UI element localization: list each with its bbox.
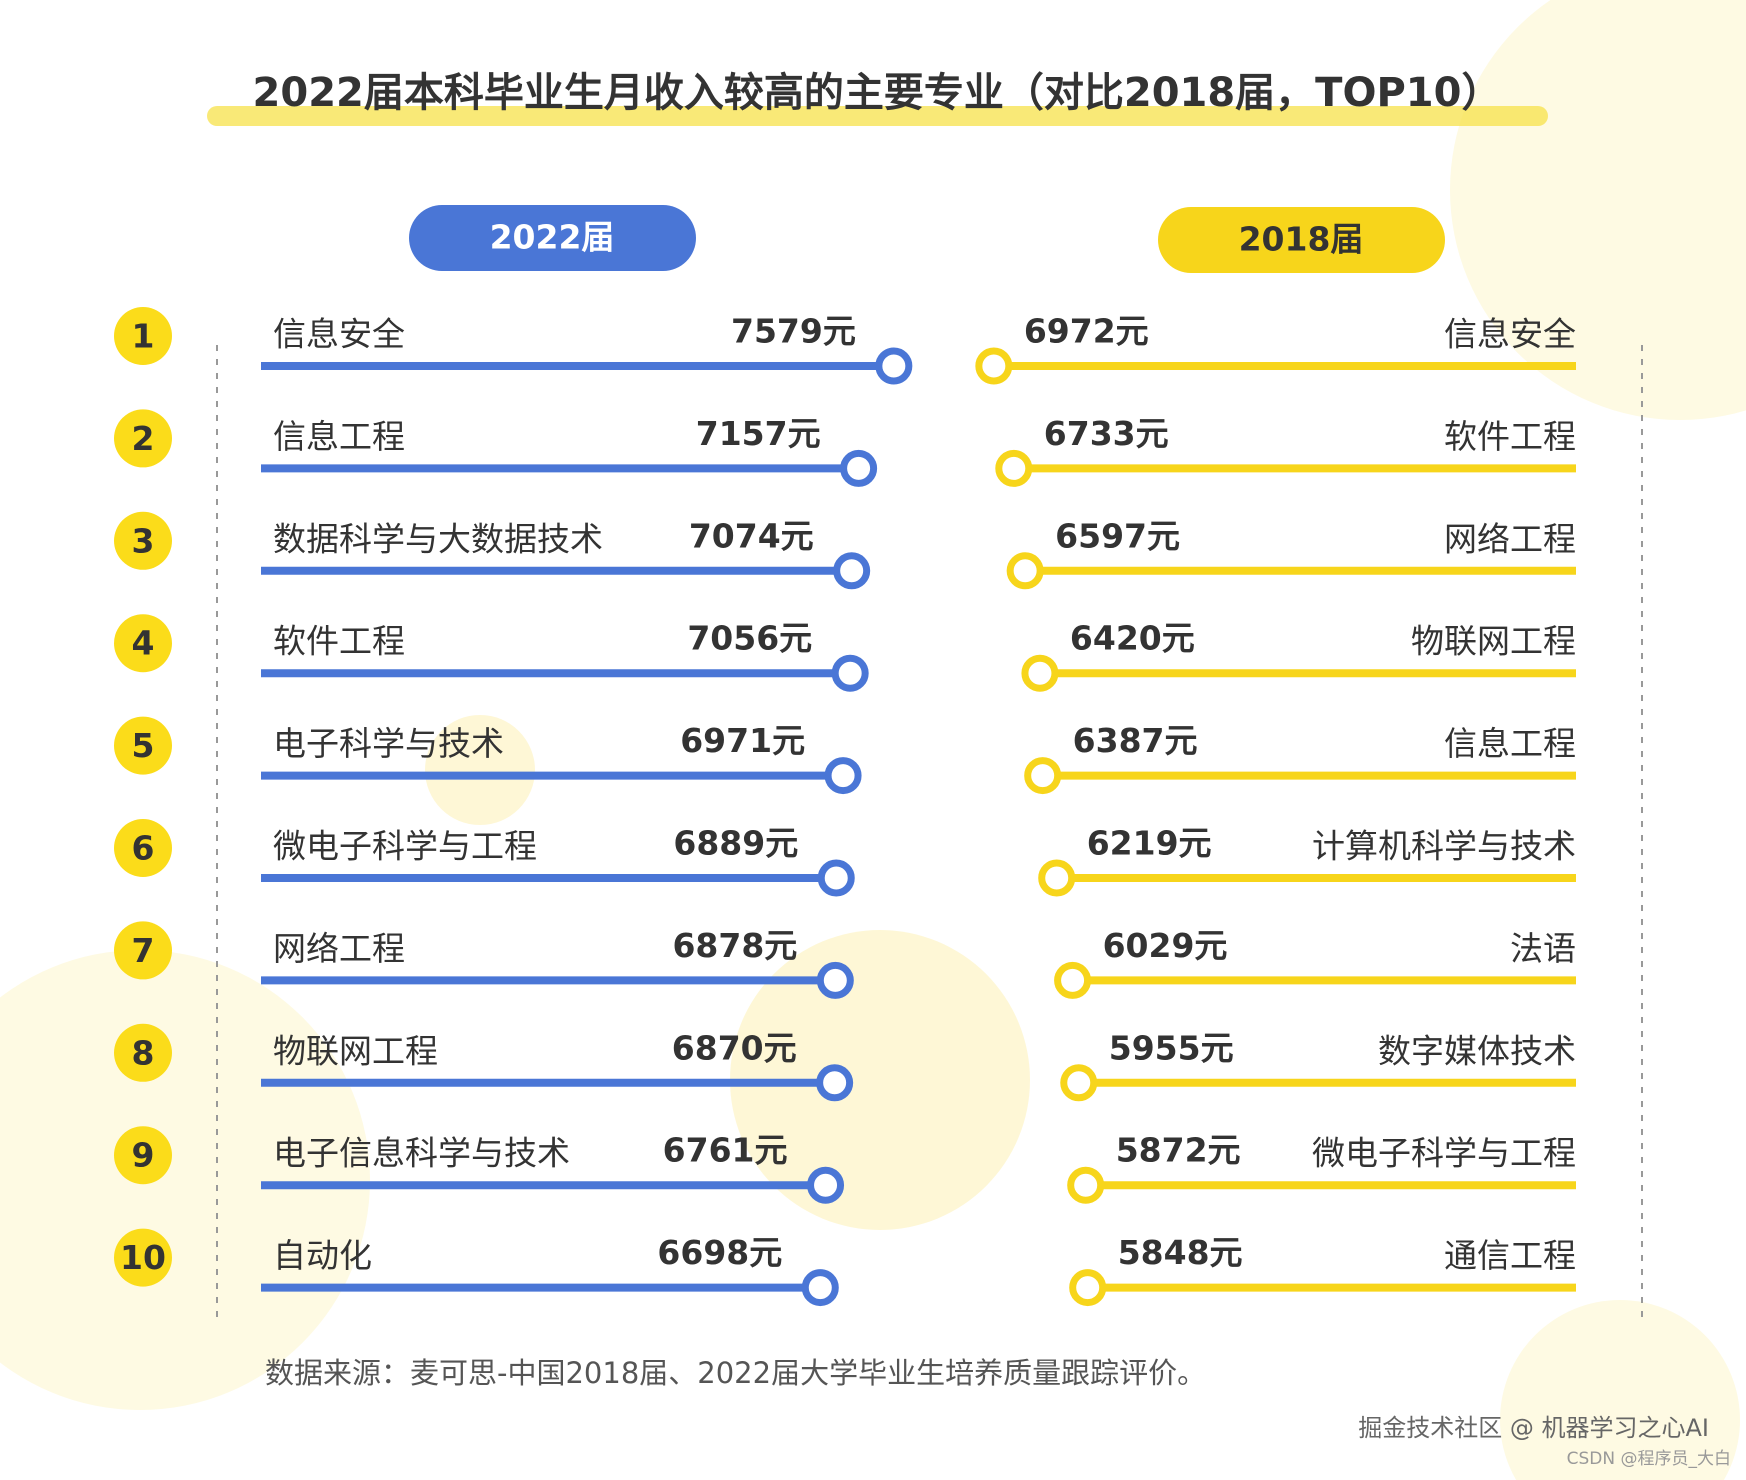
category-label: 数字媒体技术 bbox=[1378, 1031, 1576, 1070]
category-label: 物联网工程 bbox=[1411, 622, 1576, 661]
category-label: 软件工程 bbox=[1444, 417, 1576, 456]
rank-badge bbox=[114, 819, 172, 877]
bar-end bbox=[1038, 859, 1076, 897]
rank-label: 8 bbox=[132, 1033, 155, 1072]
bar-end bbox=[995, 449, 1033, 487]
value-label: 6219元 bbox=[1087, 824, 1212, 863]
title: 2022届本科毕业生月收入较高的主要专业（对比2018届，TOP10） bbox=[253, 70, 1502, 116]
category-label: 信息工程 bbox=[1444, 724, 1576, 763]
bar-end bbox=[817, 859, 855, 897]
bar-end bbox=[824, 757, 862, 795]
rank-label: 4 bbox=[132, 624, 155, 663]
value-label: 6972元 bbox=[1024, 312, 1149, 351]
rank-badge bbox=[114, 1126, 172, 1185]
category-label: 数据科学与大数据技术 bbox=[273, 519, 603, 558]
rank-label: 7 bbox=[132, 931, 155, 970]
series-title: 2018届 bbox=[1239, 220, 1364, 259]
bar-end bbox=[801, 1269, 839, 1307]
rank-badge bbox=[114, 716, 172, 775]
category-label: 信息工程 bbox=[273, 417, 405, 456]
category-label: 微电子科学与工程 bbox=[1312, 1134, 1576, 1173]
value-label: 6698元 bbox=[657, 1233, 782, 1272]
category-label: 电子信息科学与技术 bbox=[273, 1134, 570, 1173]
bar-end bbox=[1060, 1064, 1098, 1102]
category-label: 通信工程 bbox=[1444, 1236, 1576, 1275]
rank-badge bbox=[114, 1023, 172, 1082]
rank-label: 10 bbox=[120, 1238, 166, 1277]
watermark: 掘金技术社区 @ 机器学习之心AI bbox=[1358, 1414, 1709, 1442]
series-title: 2022届 bbox=[490, 218, 615, 257]
value-label: 6733元 bbox=[1044, 414, 1169, 453]
category-label: 微电子科学与工程 bbox=[273, 827, 537, 866]
value-label: 6889元 bbox=[673, 824, 798, 863]
bar-end bbox=[807, 1166, 845, 1204]
value-label: 5848元 bbox=[1118, 1233, 1243, 1272]
bar-end bbox=[840, 449, 878, 487]
value-label: 7579元 bbox=[731, 312, 856, 351]
bar-end bbox=[831, 654, 869, 692]
bar-end bbox=[816, 1064, 854, 1102]
value-label: 6597元 bbox=[1055, 516, 1180, 555]
rank-label: 5 bbox=[132, 726, 155, 765]
value-label: 7074元 bbox=[689, 516, 814, 555]
rank-badge bbox=[114, 409, 172, 468]
category-label: 网络工程 bbox=[1444, 519, 1576, 558]
category-label: 电子科学与技术 bbox=[273, 724, 504, 763]
rank-label: 2 bbox=[132, 419, 155, 458]
bar-end bbox=[1024, 757, 1062, 795]
category-label: 信息安全 bbox=[1444, 315, 1576, 354]
value-label: 6387元 bbox=[1073, 721, 1198, 760]
rank-badge bbox=[114, 1228, 172, 1287]
rank-label: 3 bbox=[132, 521, 155, 560]
watermark: CSDN @程序员_大白 bbox=[1567, 1449, 1731, 1469]
category-label: 软件工程 bbox=[273, 622, 405, 661]
category-label: 计算机科学与技术 bbox=[1312, 827, 1576, 866]
series-pill bbox=[1158, 207, 1445, 273]
value-label: 6878元 bbox=[672, 926, 797, 965]
bar-end bbox=[1021, 654, 1059, 692]
rank-badge bbox=[114, 307, 172, 365]
bar-end bbox=[1067, 1166, 1105, 1204]
rank-label: 6 bbox=[132, 829, 155, 868]
category-label: 法语 bbox=[1510, 929, 1576, 968]
bar-end bbox=[816, 961, 854, 999]
rank-label: 1 bbox=[132, 317, 155, 356]
value-label: 5955元 bbox=[1109, 1028, 1234, 1067]
bar-end bbox=[1054, 961, 1092, 999]
category-label: 网络工程 bbox=[273, 929, 405, 968]
value-label: 6420元 bbox=[1070, 619, 1195, 658]
value-label: 5872元 bbox=[1116, 1131, 1241, 1170]
value-label: 7056元 bbox=[687, 619, 812, 658]
bar-end bbox=[833, 552, 871, 590]
bar-end bbox=[1006, 552, 1044, 590]
value-label: 6870元 bbox=[672, 1028, 797, 1067]
category-label: 自动化 bbox=[273, 1236, 372, 1275]
rank-badge bbox=[114, 614, 172, 673]
title-highlight bbox=[207, 106, 1548, 126]
rank-badge bbox=[114, 511, 172, 570]
bar-end bbox=[975, 347, 1013, 385]
series-pill bbox=[409, 205, 696, 271]
category-label: 信息安全 bbox=[273, 315, 405, 354]
value-label: 6761元 bbox=[663, 1131, 788, 1170]
source-note: 数据来源：麦可思-中国2018届、2022届大学毕业生培养质量跟踪评价。 bbox=[265, 1356, 1206, 1390]
rank-label: 9 bbox=[132, 1136, 155, 1175]
value-label: 7157元 bbox=[696, 414, 821, 453]
value-label: 6971元 bbox=[680, 721, 805, 760]
bar-end bbox=[1069, 1269, 1107, 1307]
category-label: 物联网工程 bbox=[273, 1031, 438, 1070]
value-label: 6029元 bbox=[1103, 926, 1228, 965]
rank-badge bbox=[114, 921, 172, 980]
bar-end bbox=[875, 347, 913, 385]
